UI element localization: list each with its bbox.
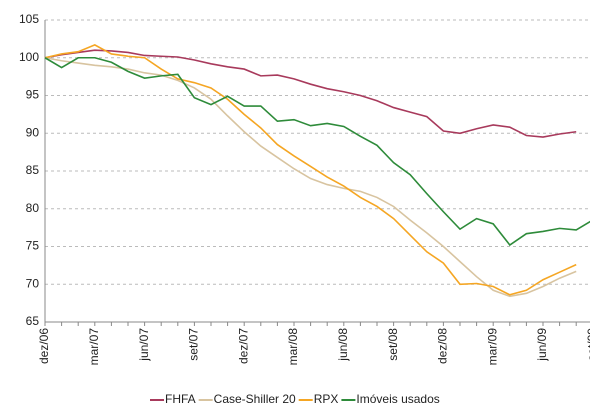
series-line xyxy=(44,44,577,296)
series-line xyxy=(44,49,577,138)
y-tick-label: 75 xyxy=(26,239,40,253)
x-tick-label: dez/08 xyxy=(436,328,450,364)
y-tick-label: 65 xyxy=(26,314,40,328)
y-tick-label: 80 xyxy=(26,201,40,215)
legend-label: Case-Shiller 20 xyxy=(214,392,296,405)
x-tick-label: set/09 xyxy=(585,328,590,361)
legend-label: RPX xyxy=(314,392,339,405)
x-tick-label: dez/07 xyxy=(236,328,250,364)
legend-label: Imóveis usados xyxy=(356,392,439,405)
legend-label: FHFA xyxy=(165,392,196,405)
y-tick-label: 95 xyxy=(26,88,40,102)
x-tick-label: mar/09 xyxy=(485,328,499,366)
x-tick-label: dez/06 xyxy=(37,328,51,364)
y-tick-label: 100 xyxy=(19,50,39,64)
x-tick-label: mar/08 xyxy=(286,328,300,366)
x-tick-label: jun/09 xyxy=(535,328,549,362)
series-line xyxy=(44,56,590,247)
x-tick-label: set/07 xyxy=(187,328,201,361)
x-tick-label: jun/07 xyxy=(137,328,151,362)
x-tick-label: mar/07 xyxy=(87,328,101,366)
series-line xyxy=(44,56,577,298)
y-tick-label: 85 xyxy=(26,163,40,177)
x-tick-label: jun/08 xyxy=(336,328,350,362)
y-tick-label: 70 xyxy=(26,276,40,290)
x-tick-label: set/08 xyxy=(386,328,400,361)
y-tick-label: 105 xyxy=(19,12,39,26)
y-tick-label: 90 xyxy=(26,125,40,139)
